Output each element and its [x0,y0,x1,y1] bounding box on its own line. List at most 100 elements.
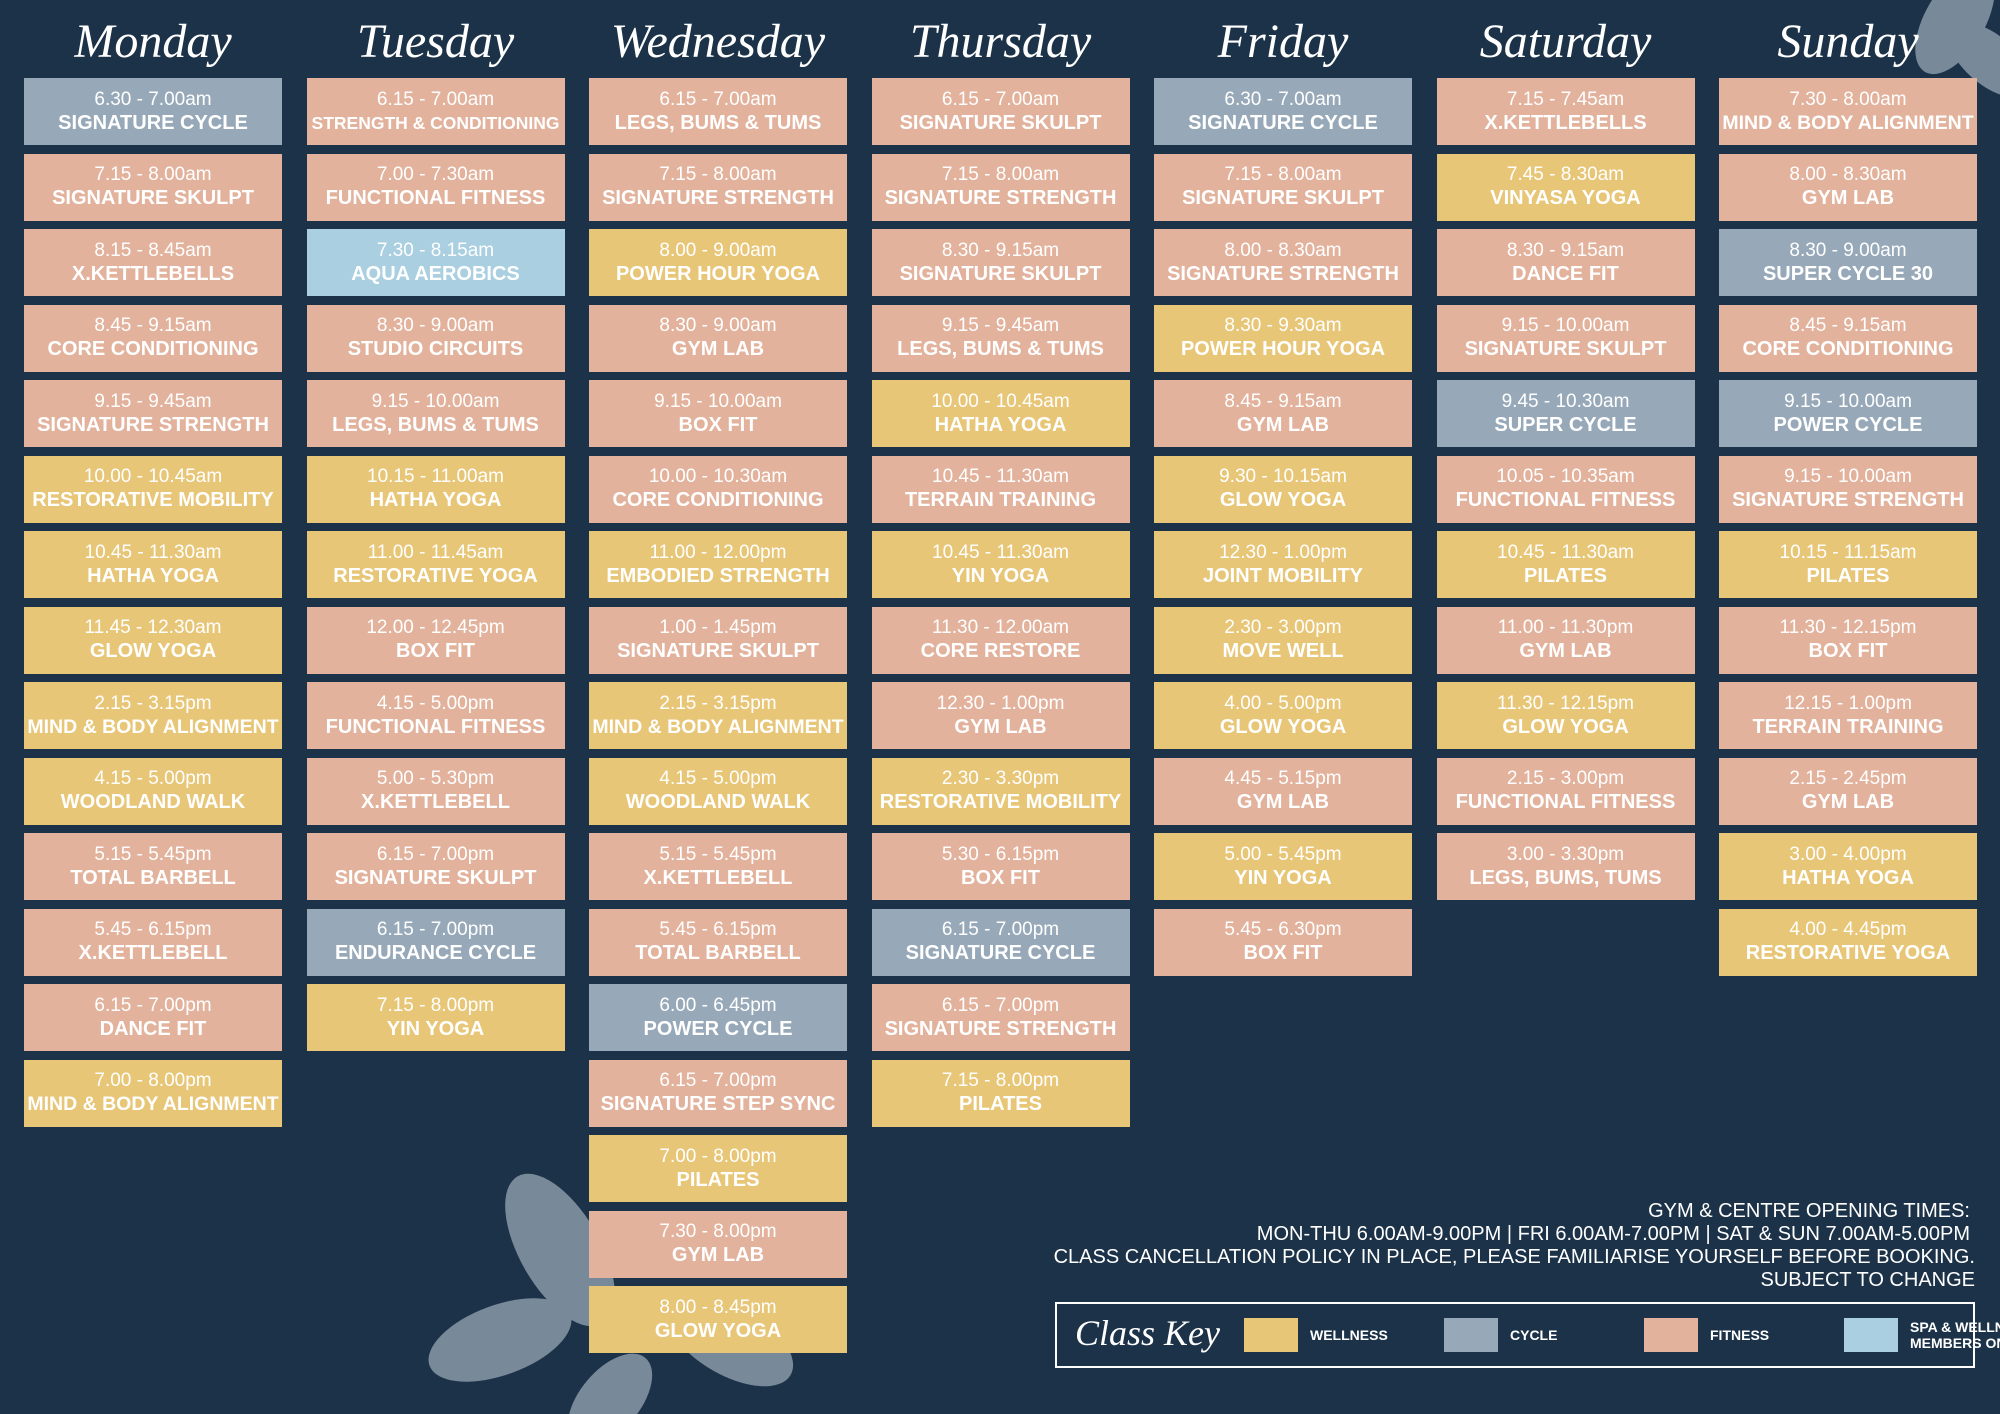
class-name: SIGNATURE SKULPT [899,262,1102,285]
class-time: 8.00 - 8.45pm [659,1296,777,1318]
class-name: PILATES [959,1093,1042,1115]
class-time: 1.00 - 1.45pm [659,617,777,638]
class-block: 5.45 - 6.30pm BOX FIT [1154,908,1412,976]
day-name: Wednesday [610,15,826,68]
class-block: 5.15 - 5.45pm X.KETTLEBELL [589,833,847,900]
class-name: GLOW YOGA [1219,489,1347,511]
class-block: 8.00 - 8.45pm GLOW YOGA [589,1286,847,1353]
class-time: 5.00 - 5.45pm [1224,843,1342,865]
class-time: 8.30 - 9.00am [659,315,777,336]
class-name: LEGS, BUMS, TUMS [1469,866,1662,889]
class-time: 11.30 - 12.15pm [1497,692,1634,714]
class-name: FUNCTIONAL FITNESS [1455,489,1676,511]
class-name: GYM LAB [1236,413,1330,436]
class-time: 10.45 - 11.30am [84,541,222,563]
class-block: 4.15 - 5.00pm FUNCTIONAL FITNESS [306,682,565,749]
class-name: GYM LAB [671,1244,765,1266]
class-time: 2.30 - 3.30pm [941,768,1060,789]
key-swatch [1444,1318,1498,1352]
class-block: 6.15 - 7.00am SIGNATURE SKULPT [871,78,1130,145]
class-name: MIND & BODY ALIGNMENT [592,715,844,738]
class-block: 12.30 - 1.00pm GYM LAB [871,682,1130,749]
class-block: 6.30 - 7.00am SIGNATURE CYCLE [24,78,282,145]
class-block: 4.45 - 5.15pm GYM LAB [1154,757,1412,825]
class-name: PILATES [1806,564,1890,587]
class-name: BOX FIT [961,866,1040,889]
class-block: 10.45 - 11.30am PILATES [1436,531,1695,598]
class-block: 7.30 - 8.00am MIND & BODY ALIGNMENT [1719,78,1977,145]
class-block: 9.15 - 10.00am SIGNATURE STRENGTH [1719,455,1977,523]
class-name: SIGNATURE SKULPT [1464,338,1667,360]
class-time: 10.15 - 11.15am [1779,541,1917,563]
class-name: POWER CYCLE [1773,413,1923,436]
class-time: 2.15 - 3.15pm [659,692,777,714]
class-block: 10.00 - 10.30am CORE CONDITIONING [589,455,847,523]
class-block: 5.00 - 5.30pm X.KETTLEBELL [306,757,565,825]
class-block: 4.00 - 5.00pm GLOW YOGA [1154,682,1412,749]
class-block: 8.00 - 9.00am POWER HOUR YOGA [589,229,847,296]
class-time: 6.15 - 7.00pm [659,1070,777,1091]
class-name: BOX FIT [678,413,758,436]
class-name: SIGNATURE SKULPT [52,187,254,209]
class-block: 6.15 - 7.00am LEGS, BUMS & TUMS [589,78,847,145]
class-block: 10.45 - 11.30am TERRAIN TRAINING [871,455,1130,523]
class-name: SIGNATURE STRENGTH [1167,262,1399,285]
class-block: 3.00 - 4.00pm HATHA YOGA [1719,833,1977,900]
class-time: 12.30 - 1.00pm [936,692,1065,714]
day-name: Tuesday [356,15,515,68]
class-block: 7.00 - 7.30am FUNCTIONAL FITNESS [306,153,565,221]
class-name: BOX FIT [1808,640,1888,662]
class-name: SUPER CYCLE 30 [1762,262,1934,285]
class-name: HATHA YOGA [87,564,219,587]
class-time: 6.15 - 7.00pm [94,994,212,1016]
class-time: 3.00 - 4.00pm [1789,843,1907,865]
class-time: 6.15 - 7.00pm [376,919,495,940]
class-time: 11.00 - 12.00pm [649,541,787,563]
class-block: 5.45 - 6.15pm X.KETTLEBELL [24,908,282,976]
class-block: 7.15 - 8.00am SIGNATURE SKULPT [1154,153,1412,221]
class-block: 11.00 - 11.30pm GYM LAB [1436,606,1695,674]
class-time: 8.00 - 8.30am [1789,164,1907,185]
class-name: GYM LAB [1519,640,1612,662]
class-time: 5.30 - 6.15pm [941,843,1060,865]
class-time: 8.45 - 9.15am [1789,315,1907,336]
class-block: 5.15 - 5.45pm TOTAL BARBELL [24,833,282,900]
class-block: 7.45 - 8.30am VINYASA YOGA [1436,153,1695,221]
class-block: 11.30 - 12.00am CORE RESTORE [871,606,1130,674]
class-block: 8.00 - 8.30am SIGNATURE STRENGTH [1154,229,1412,296]
class-time: 7.15 - 8.00pm [941,1070,1060,1091]
class-time: 12.00 - 12.45pm [366,617,505,638]
class-name: SIGNATURE SKULPT [334,866,537,889]
class-time: 5.00 - 5.30pm [376,768,495,789]
class-name: ENDURANCE CYCLE [334,942,537,964]
class-time: 5.15 - 5.45pm [94,843,212,865]
day-name: Saturday [1479,15,1652,68]
class-block: 6.15 - 7.00am STRENGTH & CONDITIONING [306,78,565,145]
class-block: 5.45 - 6.15pm TOTAL BARBELL [589,908,847,976]
class-block: 6.15 - 7.00pm SIGNATURE SKULPT [306,833,565,900]
class-block: 8.30 - 9.00am STUDIO CIRCUITS [306,304,565,372]
class-name: CORE CONDITIONING [612,489,824,511]
class-block: 8.30 - 9.00am SUPER CYCLE 30 [1719,229,1977,296]
class-name: EMBODIED STRENGTH [606,564,830,587]
class-block: 4.15 - 5.00pm WOODLAND WALK [24,757,282,825]
class-time: 6.15 - 7.00am [376,88,495,110]
class-time: 10.45 - 11.30am [932,466,1069,487]
class-name: MIND & BODY ALIGNMENT [1722,111,1974,134]
class-block: 2.15 - 3.00pm FUNCTIONAL FITNESS [1436,757,1695,825]
class-name: RESTORATIVE MOBILITY [32,489,274,511]
class-time: 7.15 - 8.00am [659,164,777,185]
class-name: YIN YOGA [1234,866,1332,889]
class-time: 11.30 - 12.00am [932,617,1069,638]
class-name: POWER HOUR YOGA [615,262,821,285]
class-name: SIGNATURE CYCLE [905,942,1096,964]
class-name: TERRAIN TRAINING [1752,715,1944,738]
class-time: 8.00 - 9.00am [659,239,777,261]
class-block: 11.00 - 11.45am RESTORATIVE YOGA [306,531,565,598]
class-time: 5.15 - 5.45pm [659,843,777,865]
class-block: 11.45 - 12.30am GLOW YOGA [24,606,282,674]
class-time: 6.30 - 7.00am [94,88,212,110]
class-block: 8.30 - 9.00am GYM LAB [589,304,847,372]
class-block: 12.30 - 1.00pm JOINT MOBILITY [1154,531,1412,598]
day-name: Monday [74,15,232,68]
